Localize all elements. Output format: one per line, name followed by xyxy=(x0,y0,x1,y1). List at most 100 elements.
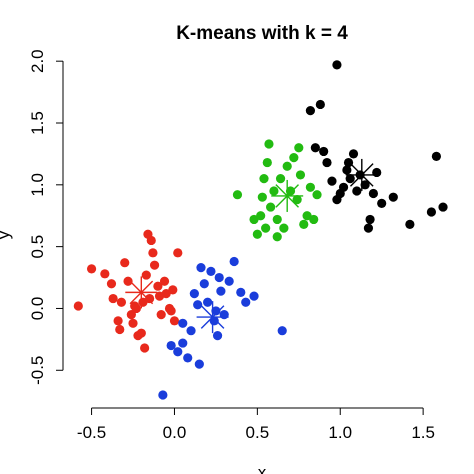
data-point xyxy=(345,174,355,184)
data-point xyxy=(136,328,146,338)
data-point xyxy=(438,202,448,212)
x-axis-label: x xyxy=(258,463,267,474)
chart-title: K-means with k = 4 xyxy=(176,23,348,44)
data-point xyxy=(275,174,286,184)
data-point xyxy=(305,106,316,116)
data-point xyxy=(431,151,441,161)
data-point xyxy=(148,248,158,258)
data-point xyxy=(295,170,306,180)
data-point xyxy=(123,276,133,286)
y-tick-label: 1.0 xyxy=(28,173,47,197)
data-point xyxy=(141,270,151,280)
data-point xyxy=(365,214,375,225)
data-point xyxy=(100,269,110,279)
data-point xyxy=(131,303,141,314)
data-points xyxy=(73,60,448,400)
data-point xyxy=(315,99,325,110)
data-point xyxy=(206,266,216,276)
data-point xyxy=(256,211,266,221)
data-point xyxy=(332,60,342,70)
x-tick-label: 0.5 xyxy=(246,423,270,442)
data-point xyxy=(196,263,206,273)
data-point xyxy=(289,153,299,163)
data-point xyxy=(310,143,320,153)
data-point xyxy=(368,188,378,199)
data-point xyxy=(348,149,359,159)
data-point xyxy=(86,264,97,274)
y-tick-label: 2.0 xyxy=(28,49,47,73)
data-point xyxy=(212,331,223,341)
data-point xyxy=(178,338,188,348)
data-point xyxy=(282,161,292,171)
data-point xyxy=(166,340,176,351)
data-point xyxy=(305,182,316,192)
data-point xyxy=(199,279,209,289)
data-point xyxy=(262,157,272,168)
data-point xyxy=(249,291,259,301)
data-point xyxy=(186,326,196,336)
data-point xyxy=(252,229,262,239)
centroid-marker xyxy=(125,276,158,309)
centroids xyxy=(125,158,378,334)
data-point xyxy=(363,223,374,233)
data-point xyxy=(294,143,304,153)
data-point xyxy=(299,219,309,229)
data-point xyxy=(116,297,127,307)
data-point xyxy=(214,272,224,283)
data-point xyxy=(149,260,160,270)
data-point xyxy=(279,223,289,233)
data-point xyxy=(426,207,437,217)
data-point xyxy=(140,343,150,353)
data-point xyxy=(352,186,362,196)
data-point xyxy=(183,353,193,363)
y-tick-label: 0.5 xyxy=(28,235,47,259)
data-point xyxy=(159,276,170,286)
x-tick-label: -0.5 xyxy=(77,423,106,442)
data-point xyxy=(173,248,183,258)
data-point xyxy=(285,186,296,196)
data-point xyxy=(257,192,267,202)
data-point xyxy=(203,297,213,307)
data-point xyxy=(277,326,287,336)
data-point xyxy=(216,286,226,296)
x-tick-label: 1.0 xyxy=(328,423,352,442)
centroid-marker xyxy=(271,179,304,212)
data-point xyxy=(169,316,180,326)
data-point xyxy=(156,310,166,320)
data-point xyxy=(292,195,302,205)
data-point xyxy=(193,300,203,310)
data-point xyxy=(168,285,178,295)
data-point xyxy=(211,306,221,316)
data-point xyxy=(106,279,117,289)
centroid-marker xyxy=(196,301,229,334)
data-point xyxy=(405,219,415,229)
data-point xyxy=(264,139,274,149)
data-point xyxy=(312,190,322,200)
data-point xyxy=(272,214,282,225)
data-point xyxy=(319,146,329,157)
data-point xyxy=(73,301,83,311)
x-axis: -0.5 0.0 0.5 1.0 1.5 xyxy=(77,407,435,442)
data-point xyxy=(108,293,118,304)
data-point xyxy=(194,359,204,369)
data-point xyxy=(342,165,352,175)
data-point xyxy=(224,276,234,286)
data-point xyxy=(166,306,176,316)
data-point xyxy=(178,318,188,328)
data-point xyxy=(261,223,271,233)
data-point xyxy=(158,390,168,400)
data-point xyxy=(219,310,229,320)
y-axis: -0.5 0.0 0.5 1.0 1.5 2.0 xyxy=(28,49,64,385)
data-point xyxy=(120,258,130,268)
data-point xyxy=(126,310,136,320)
y-tick-label: 1.5 xyxy=(28,111,47,135)
data-point xyxy=(372,167,382,178)
data-point xyxy=(309,214,319,225)
x-tick-label: 1.5 xyxy=(411,423,435,442)
data-point xyxy=(153,281,163,291)
data-point xyxy=(236,287,246,297)
data-point xyxy=(327,176,337,186)
data-point xyxy=(173,347,183,357)
centroid-marker xyxy=(345,158,378,191)
